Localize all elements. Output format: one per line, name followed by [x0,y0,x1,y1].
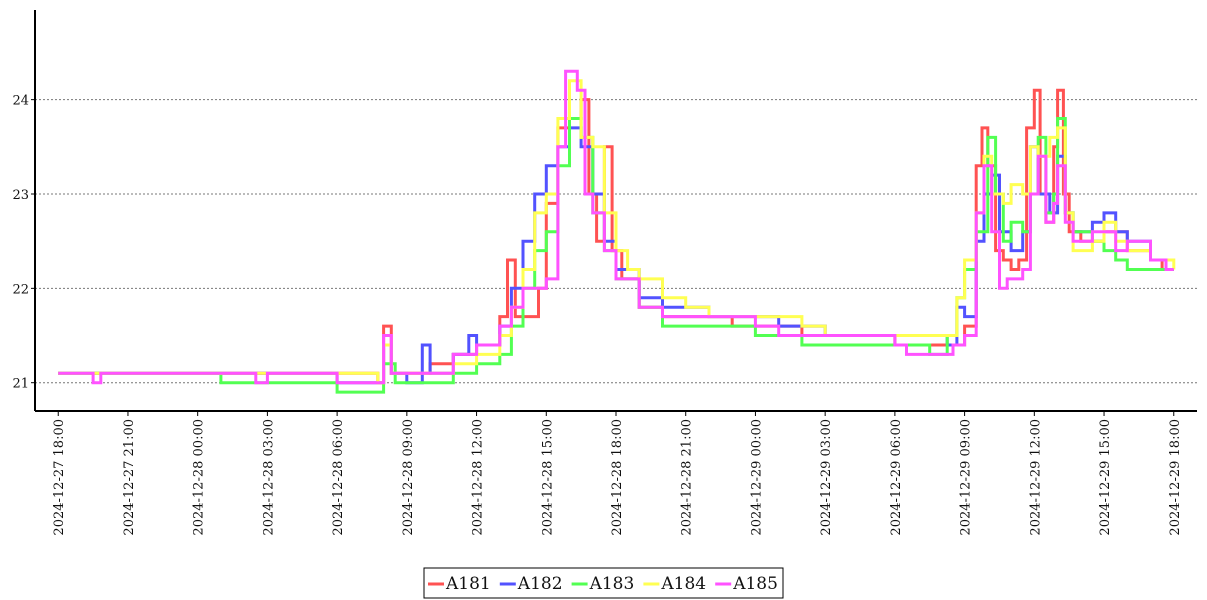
x-tick-label: 2024-12-28 12:00 [471,419,486,536]
series-line-a185 [58,69,1174,385]
x-tick-label: 2024-12-27 21:00 [122,419,137,536]
x-tick-label: 2024-12-29 18:00 [1168,419,1183,536]
x-tick-label: 2024-12-29 12:00 [1028,419,1043,536]
legend-label-a181: A181 [445,574,491,594]
legend: A181 A182 A183 A184 A185 [423,567,784,599]
legend-label-a182: A182 [517,574,563,594]
legend-label-a185: A185 [732,574,778,594]
x-tick-label: 2024-12-28 06:00 [331,419,346,536]
y-axis-ticks: 21 22 23 24 [12,94,35,392]
series-lines [58,69,1176,394]
y-tick-label: 23 [12,188,29,203]
axes [34,10,1197,412]
x-tick-label: 2024-12-29 00:00 [749,419,764,536]
y-tick-label: 21 [12,377,29,392]
x-tick-label: 2024-12-29 15:00 [1098,419,1113,536]
x-tick-label: 2024-12-29 06:00 [889,419,904,536]
legend-label-a183: A183 [589,574,635,594]
legend-label-a184: A184 [660,574,706,594]
y-tick-label: 24 [12,94,29,109]
x-axis-ticks: 2024-12-27 18:00 2024-12-27 21:00 2024-12-… [52,411,1183,536]
x-tick-label: 2024-12-28 09:00 [401,419,416,536]
x-tick-label: 2024-12-28 21:00 [680,419,695,536]
x-tick-label: 2024-12-28 00:00 [192,419,207,536]
x-tick-label: 2024-12-27 18:00 [52,419,67,536]
x-tick-label: 2024-12-29 03:00 [819,419,834,536]
x-tick-label: 2024-12-28 03:00 [261,419,276,536]
x-tick-label: 2024-12-29 09:00 [959,419,974,536]
x-tick-label: 2024-12-28 18:00 [610,419,625,536]
y-tick-label: 22 [12,282,29,297]
x-tick-label: 2024-12-28 15:00 [540,419,555,536]
series-line-a184 [58,79,1176,385]
